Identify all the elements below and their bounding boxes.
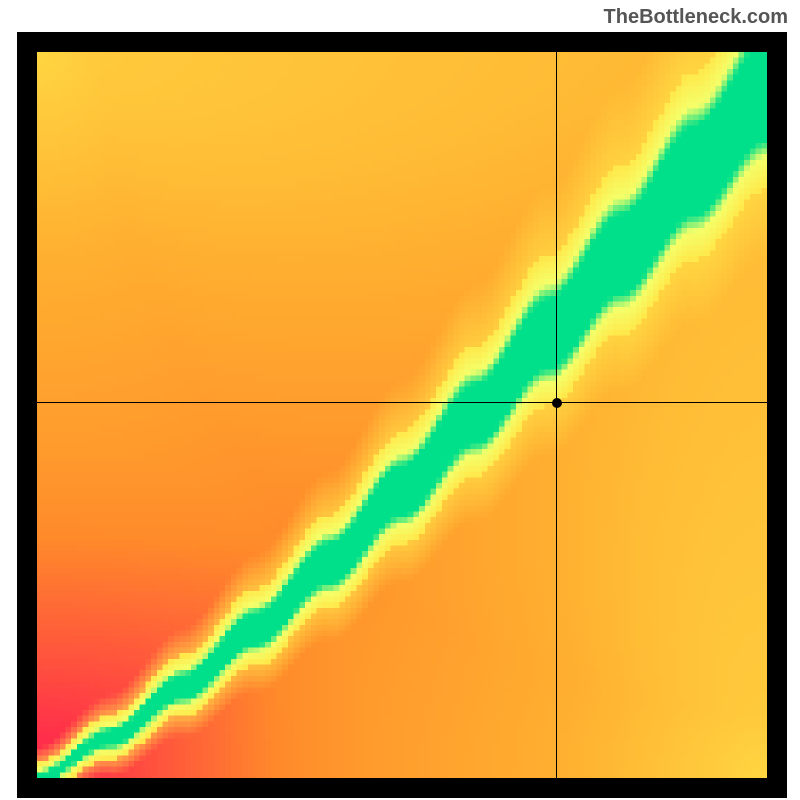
bottleneck-heatmap xyxy=(37,52,767,778)
selection-marker xyxy=(552,398,562,408)
chart-container: TheBottleneck.com xyxy=(0,0,800,800)
crosshair-horizontal xyxy=(37,402,767,403)
attribution-label: TheBottleneck.com xyxy=(604,6,788,29)
crosshair-vertical xyxy=(556,52,557,778)
